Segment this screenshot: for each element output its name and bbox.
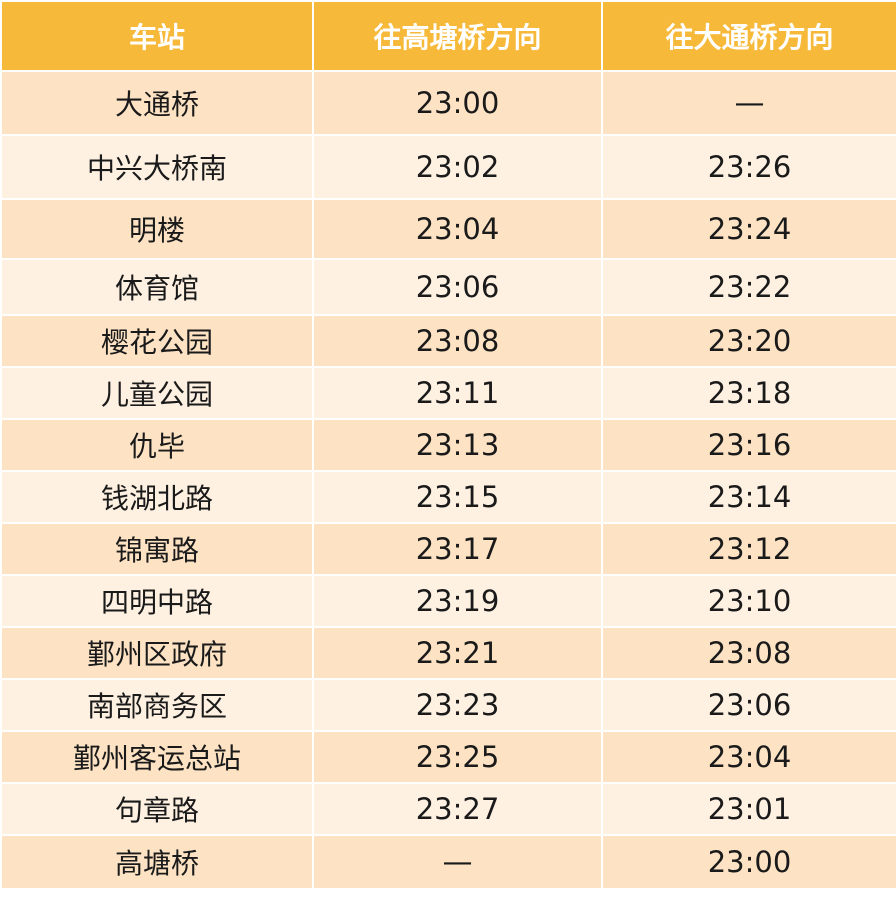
time-to-datongqiao: 23:24: [603, 200, 896, 258]
header-station: 车站: [2, 2, 312, 70]
time-to-gaotangqiao: —: [314, 836, 601, 888]
time-to-gaotangqiao: 23:11: [314, 368, 601, 418]
time-to-datongqiao: 23:04: [603, 732, 896, 782]
table-row: 大通桥 23:00—: [2, 72, 896, 134]
time-to-datongqiao: 23:26: [603, 136, 896, 198]
table-row: 高塘桥 —23:00: [2, 836, 896, 888]
time-to-datongqiao: 23:00: [603, 836, 896, 888]
station-name: 鄞州区政府: [2, 628, 312, 678]
time-to-datongqiao: 23:06: [603, 680, 896, 730]
table-row: 仇毕 23:13 23:16: [2, 420, 896, 470]
table-row: 南部商务区 23:23 23:06: [2, 680, 896, 730]
station-name: 明楼: [2, 200, 312, 258]
time-to-gaotangqiao: 23:06: [314, 260, 601, 314]
time-to-gaotangqiao: 23:25: [314, 732, 601, 782]
station-name: 高塘桥: [2, 836, 312, 888]
time-to-gaotangqiao: 23:02: [314, 136, 601, 198]
time-to-datongqiao: 23:10: [603, 576, 896, 626]
header-to-gaotangqiao: 往高塘桥方向: [314, 2, 601, 70]
table-row: 鄞州区政府 23:21 23:08: [2, 628, 896, 678]
time-to-datongqiao: 23:08: [603, 628, 896, 678]
time-to-gaotangqiao: 23:19: [314, 576, 601, 626]
station-name: 四明中路: [2, 576, 312, 626]
table-row: 中兴大桥南 23:02 23:26: [2, 136, 896, 198]
time-to-gaotangqiao: 23:15: [314, 472, 601, 522]
time-to-datongqiao: 23:14: [603, 472, 896, 522]
time-to-gaotangqiao: 23:04: [314, 200, 601, 258]
table-row: 句章路 23:27 23:01: [2, 784, 896, 834]
table-row: 锦寓路 23:17 23:12: [2, 524, 896, 574]
time-to-datongqiao: 23:12: [603, 524, 896, 574]
time-to-gaotangqiao: 23:21: [314, 628, 601, 678]
time-to-gaotangqiao: 23:17: [314, 524, 601, 574]
station-name: 鄞州客运总站: [2, 732, 312, 782]
time-to-gaotangqiao: 23:00: [314, 72, 601, 134]
table-row: 明楼 23:04 23:24: [2, 200, 896, 258]
station-name: 仇毕: [2, 420, 312, 470]
time-to-gaotangqiao: 23:08: [314, 316, 601, 366]
station-name: 句章路: [2, 784, 312, 834]
time-to-datongqiao: 23:01: [603, 784, 896, 834]
table-row: 体育馆 23:06 23:22: [2, 260, 896, 314]
table-row: 钱湖北路 23:15 23:14: [2, 472, 896, 522]
last-train-timetable: 车站 往高塘桥方向 往大通桥方向 大通桥 23:00— 中兴大桥南 23:02 23:…: [2, 2, 896, 888]
time-to-datongqiao: 23:22: [603, 260, 896, 314]
time-to-datongqiao: —: [603, 72, 896, 134]
time-to-datongqiao: 23:18: [603, 368, 896, 418]
time-to-gaotangqiao: 23:23: [314, 680, 601, 730]
station-name: 钱湖北路: [2, 472, 312, 522]
station-name: 大通桥: [2, 72, 312, 134]
header-to-datongqiao: 往大通桥方向: [603, 2, 896, 70]
station-name: 锦寓路: [2, 524, 312, 574]
station-name: 儿童公园: [2, 368, 312, 418]
time-to-datongqiao: 23:16: [603, 420, 896, 470]
station-name: 体育馆: [2, 260, 312, 314]
station-name: 中兴大桥南: [2, 136, 312, 198]
station-name: 南部商务区: [2, 680, 312, 730]
table-row: 四明中路 23:19 23:10: [2, 576, 896, 626]
table-row: 鄞州客运总站 23:25 23:04: [2, 732, 896, 782]
time-to-gaotangqiao: 23:13: [314, 420, 601, 470]
table-row: 儿童公园 23:11 23:18: [2, 368, 896, 418]
time-to-datongqiao: 23:20: [603, 316, 896, 366]
station-name: 樱花公园: [2, 316, 312, 366]
header-row: 车站 往高塘桥方向 往大通桥方向: [2, 2, 896, 70]
table-row: 樱花公园 23:08 23:20: [2, 316, 896, 366]
time-to-gaotangqiao: 23:27: [314, 784, 601, 834]
